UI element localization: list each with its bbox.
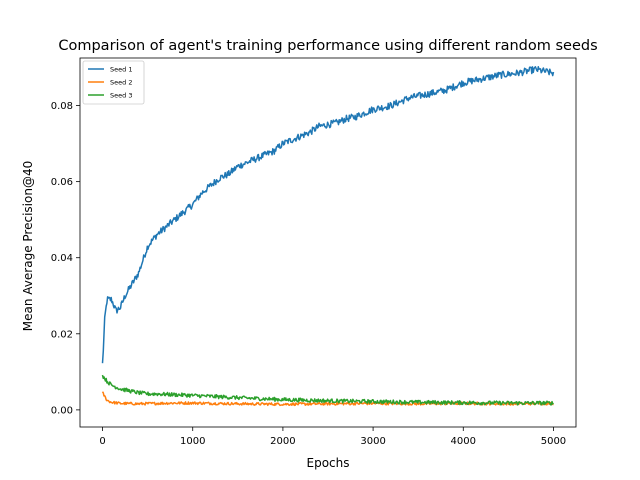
legend: Seed 1 Seed 2 Seed 3 xyxy=(82,60,145,105)
series-line-seed-1 xyxy=(101,66,555,364)
series-1-group xyxy=(101,66,555,364)
x-tick-label: 2000 xyxy=(270,436,295,447)
y-tick-label: 0.00 xyxy=(51,405,73,416)
legend-label-seed-1: Seed 1 xyxy=(110,66,132,74)
y-tick-label: 0.02 xyxy=(51,329,73,340)
y-tick-label: 0.04 xyxy=(51,253,73,264)
y-tick-label: 0.08 xyxy=(51,101,73,112)
y-axis-label: Mean Average Precision@40 xyxy=(21,161,35,331)
legend-box xyxy=(82,60,145,105)
x-tick-label: 4000 xyxy=(451,436,476,447)
series-line-seed-3 xyxy=(101,374,554,406)
x-tick-label: 3000 xyxy=(360,436,385,447)
legend-label-seed-2: Seed 2 xyxy=(110,79,132,87)
axes: 0 1000 2000 3000 4000 5000 0.00 0.02 0.04 0.06 0.0… xyxy=(51,57,577,447)
x-tick-label: 5000 xyxy=(541,436,566,447)
legend-label-seed-3: Seed 3 xyxy=(110,92,132,100)
x-axis-label: Epochs xyxy=(307,456,350,470)
x-tick-label: 0 xyxy=(99,436,105,447)
y-tick-label: 0.06 xyxy=(51,177,73,188)
axes-frame xyxy=(79,57,577,428)
series-3-group xyxy=(101,374,554,406)
chart-title: Comparison of agent's training performan… xyxy=(58,38,597,54)
plot-area xyxy=(101,66,555,407)
x-tick-label: 1000 xyxy=(180,436,205,447)
